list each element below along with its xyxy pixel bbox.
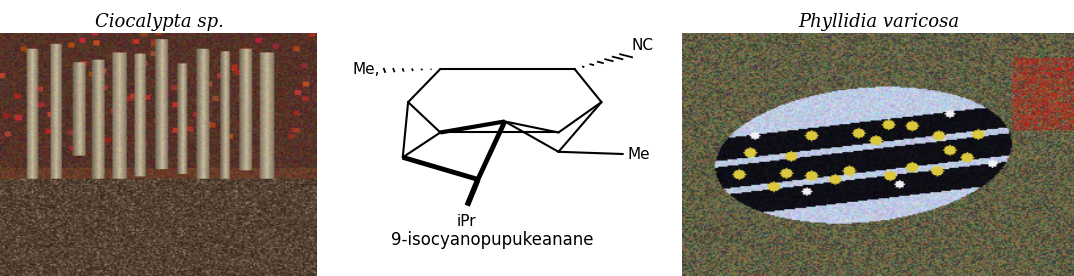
Text: Me: Me: [627, 147, 650, 161]
Text: NC: NC: [632, 38, 653, 53]
Text: Me,: Me,: [352, 62, 380, 76]
Text: Ciocalypta sp.: Ciocalypta sp.: [95, 13, 223, 31]
Text: Phyllidia varicosa: Phyllidia varicosa: [798, 13, 959, 31]
Text: iPr: iPr: [456, 214, 476, 229]
Text: 9-isocyanopupukeanane: 9-isocyanopupukeanane: [391, 231, 593, 249]
